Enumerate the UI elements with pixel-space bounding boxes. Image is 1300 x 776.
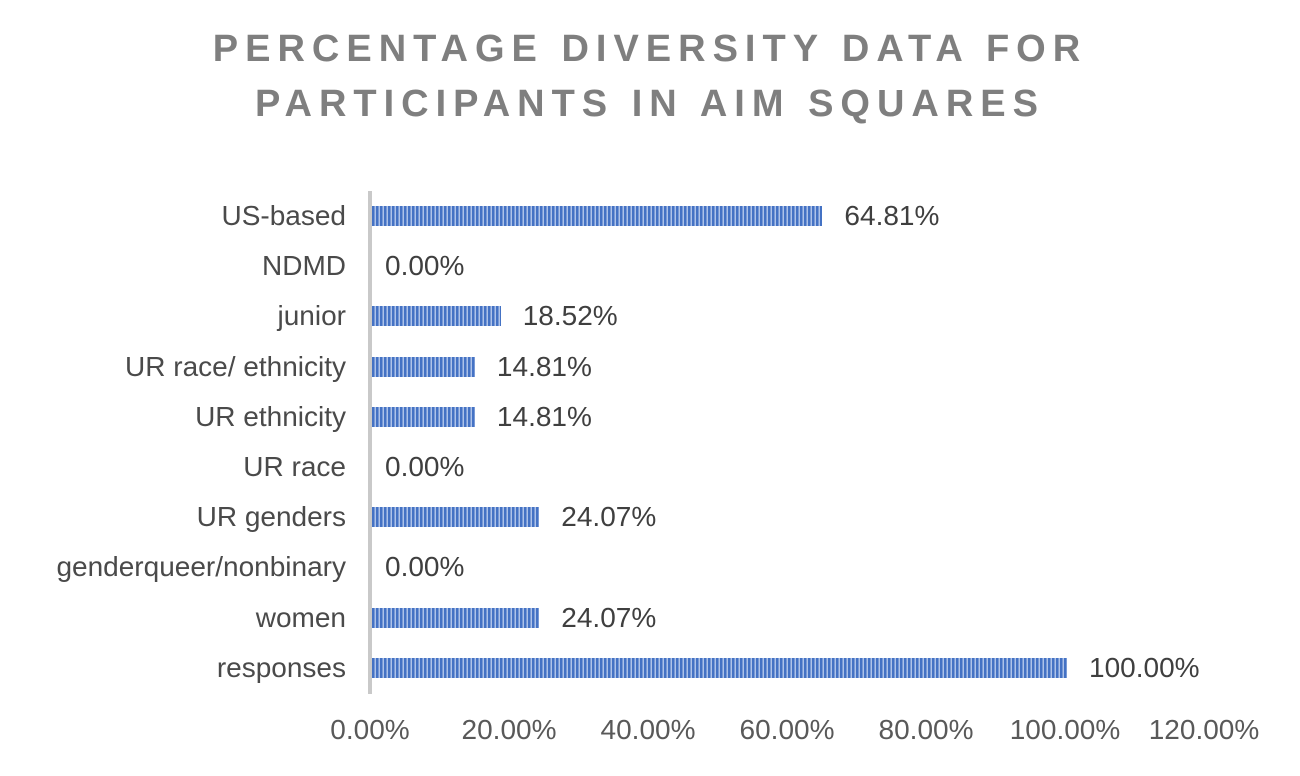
category-label: UR genders <box>196 501 346 533</box>
category-label: responses <box>216 651 346 683</box>
bar <box>372 507 540 528</box>
chart-row: responses 100.00% <box>0 643 1300 693</box>
value-label: 18.52% <box>522 300 618 332</box>
bar <box>372 657 1067 678</box>
plot-area: US-based 64.81% NDMD 0.00% junior 18.52% UR ra… <box>0 191 1300 693</box>
bar-track: 0.00% <box>372 241 1300 291</box>
value-label: 24.07% <box>561 601 657 633</box>
chart-row: junior 18.52% <box>0 291 1300 341</box>
value-label: 100.00% <box>1089 651 1200 683</box>
chart-row: US-based 64.81% <box>0 191 1300 241</box>
category-axis-line <box>368 191 372 694</box>
chart-row: UR ethnicity 14.81% <box>0 392 1300 442</box>
bar-track: 0.00% <box>372 542 1300 592</box>
x-axis-tick-label: 0.00% <box>330 714 410 745</box>
bar-track: 100.00% <box>372 643 1300 693</box>
x-axis-tick-label: 60.00% <box>739 714 835 745</box>
category-label: junior <box>277 300 346 332</box>
category-label: NDMD <box>262 250 346 282</box>
chart-title-line2: PARTICIPANTS IN AIM SQUARES <box>255 83 1045 125</box>
value-label: 0.00% <box>385 551 465 583</box>
category-label: US-based <box>221 200 346 232</box>
value-label: 24.07% <box>561 501 657 533</box>
value-label: 0.00% <box>385 451 465 483</box>
bar-track: 14.81% <box>372 392 1300 442</box>
value-axis: 0.00% 20.00% 40.00% 60.00% 80.00% 100.00% 120.… <box>0 714 1300 754</box>
bar <box>372 356 475 377</box>
category-label: women <box>255 601 346 633</box>
chart-row: UR race/ ethnicity 14.81% <box>0 342 1300 392</box>
bar-track: 18.52% <box>372 291 1300 341</box>
category-label: genderqueer/nonbinary <box>56 551 346 583</box>
x-axis-tick-label: 20.00% <box>461 714 557 745</box>
bar <box>372 607 540 628</box>
value-label: 14.81% <box>496 400 592 432</box>
chart-row: UR race 0.00% <box>0 442 1300 492</box>
x-axis-tick-label: 80.00% <box>878 714 974 745</box>
chart-title: PERCENTAGE DIVERSITY DATA FOR PARTICIPAN… <box>0 22 1300 132</box>
category-label: UR ethnicity <box>195 400 346 432</box>
chart-row: genderqueer/nonbinary 0.00% <box>0 542 1300 592</box>
category-label: UR race <box>243 451 346 483</box>
bar-track: 14.81% <box>372 342 1300 392</box>
chart-row: NDMD 0.00% <box>0 241 1300 291</box>
x-axis-tick-label: 120.00% <box>1148 714 1260 745</box>
bar <box>372 206 823 227</box>
bar-track: 0.00% <box>372 442 1300 492</box>
bar <box>372 406 475 427</box>
value-label: 64.81% <box>844 200 940 232</box>
value-label: 14.81% <box>496 350 592 382</box>
bar-track: 24.07% <box>372 492 1300 542</box>
bar-track: 24.07% <box>372 593 1300 643</box>
x-axis-tick-label: 40.00% <box>600 714 696 745</box>
category-label: UR race/ ethnicity <box>125 350 346 382</box>
chart-title-line1: PERCENTAGE DIVERSITY DATA FOR <box>212 28 1088 70</box>
x-axis-tick-label: 100.00% <box>1009 714 1121 745</box>
chart-row: UR genders 24.07% <box>0 492 1300 542</box>
value-label: 0.00% <box>385 250 465 282</box>
chart-row: women 24.07% <box>0 593 1300 643</box>
bar-track: 64.81% <box>372 191 1300 241</box>
bar <box>372 306 501 327</box>
